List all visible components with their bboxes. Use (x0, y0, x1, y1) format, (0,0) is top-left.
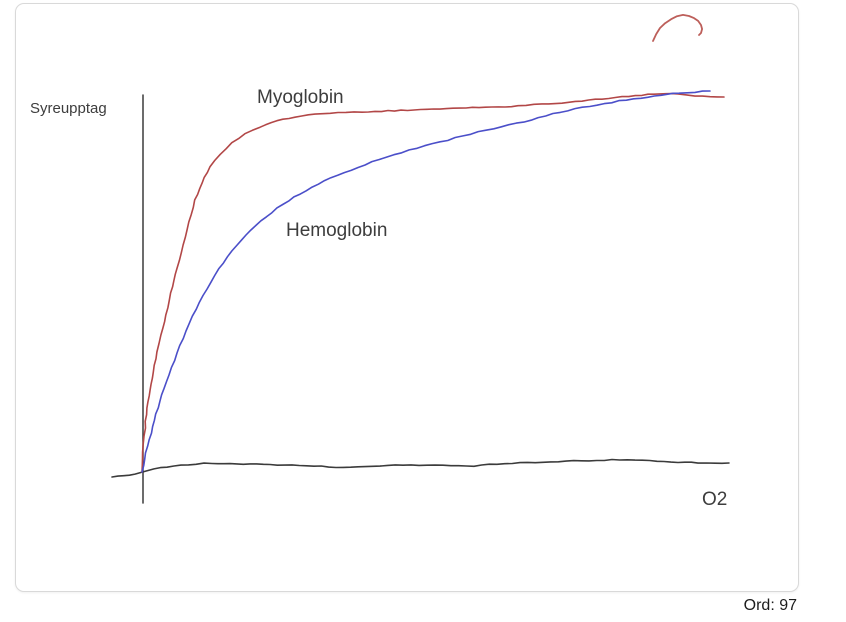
drawing-canvas (15, 3, 799, 592)
word-count: Ord: 97 (743, 597, 797, 614)
y-axis-label: Syreupptag (30, 100, 107, 117)
myoglobin-label: Myoglobin (257, 87, 344, 108)
x-axis-label: O2 (702, 489, 728, 510)
hemoglobin-label: Hemoglobin (286, 220, 388, 241)
